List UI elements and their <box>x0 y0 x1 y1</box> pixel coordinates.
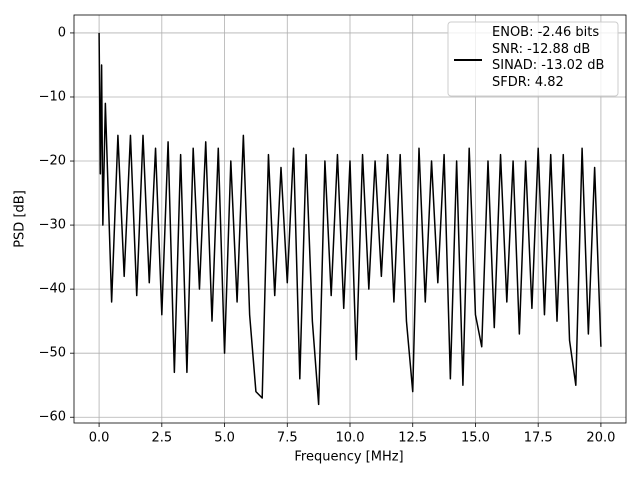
y-tick-label: −20 <box>39 154 66 169</box>
x-tick-label: 10.0 <box>336 431 365 446</box>
x-tick-label: 17.5 <box>524 431 553 446</box>
y-tick-label: −60 <box>39 410 66 425</box>
x-tick-label: 7.5 <box>277 431 298 446</box>
x-tick-label: 15.0 <box>461 431 490 446</box>
legend-label: ENOB: -2.46 bits SNR: -12.88 dB SINAD: -… <box>492 25 605 90</box>
x-axis-label: Frequency [MHz] <box>294 450 403 465</box>
x-tick-label: 0.0 <box>89 431 110 446</box>
y-tick-label: −30 <box>39 218 66 233</box>
psd-line <box>98 32 602 406</box>
y-tick-label: −50 <box>39 346 66 361</box>
y-tick-label: −40 <box>39 282 66 297</box>
y-tick-label: 0 <box>58 25 66 40</box>
x-tick-label: 5.0 <box>214 431 235 446</box>
x-tick-label: 20.0 <box>586 431 615 446</box>
x-tick-label: 12.5 <box>398 431 427 446</box>
x-tick-label: 2.5 <box>151 431 172 446</box>
y-axis-label: PSD [dB] <box>13 190 28 248</box>
legend-box <box>447 21 619 97</box>
y-tick-label: −10 <box>39 89 66 104</box>
